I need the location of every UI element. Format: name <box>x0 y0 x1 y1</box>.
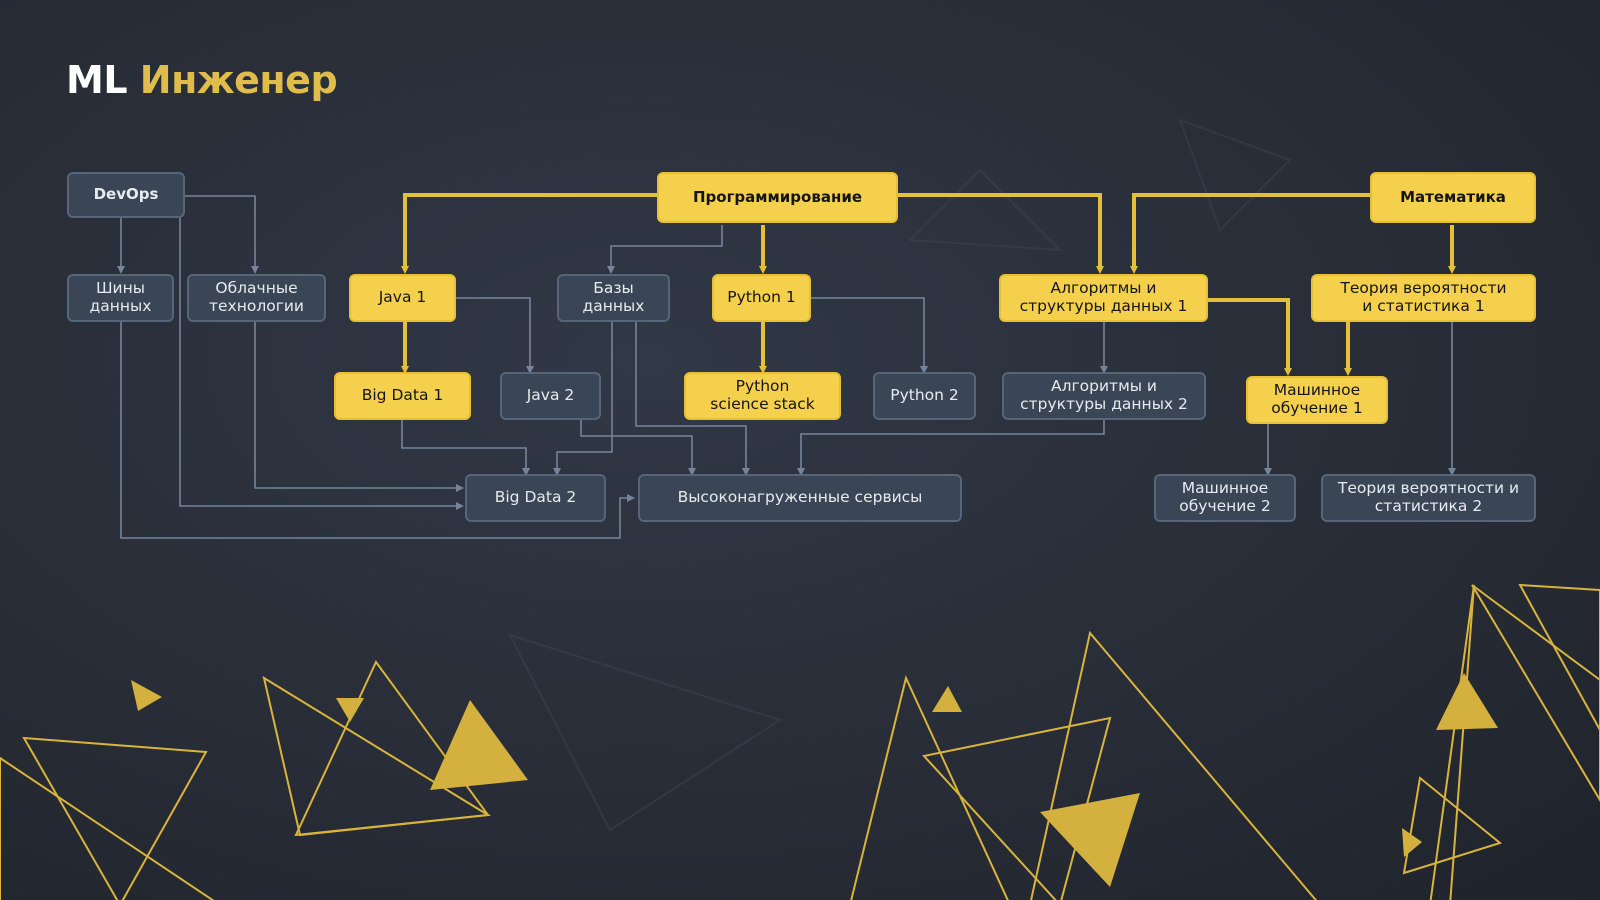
edge-algo1-ml1 <box>1208 298 1292 376</box>
grey-connectors <box>117 195 1456 539</box>
outline-triangle <box>1030 630 1318 900</box>
edge-programming-algo1 <box>896 193 1104 274</box>
node-data-buses[interactable]: Шины данных <box>67 274 174 322</box>
node-python-science-stack[interactable]: Python science stack <box>684 372 841 420</box>
edge-databases-bigdata2 <box>553 322 613 476</box>
node-cloud-technologies-label: Облачные технологии <box>208 279 305 315</box>
edge-shiny-highload <box>120 322 635 539</box>
yellow-connectors <box>401 193 1456 376</box>
node-python-science-stack-label: Python science stack <box>710 377 815 413</box>
node-algorithms-2[interactable]: Алгоритмы и структуры данных 2 <box>1002 372 1206 420</box>
node-probability-1[interactable]: Теория вероятности и статистика 1 <box>1311 274 1536 322</box>
node-big-data-2[interactable]: Big Data 2 <box>465 474 606 522</box>
node-programming[interactable]: Программирование <box>657 172 898 223</box>
edge-programming-java1 <box>401 193 659 274</box>
node-java-2[interactable]: Java 2 <box>500 372 601 420</box>
edge-bigdata1-bigdata2 <box>401 420 530 476</box>
edge-programming-databases <box>607 225 723 274</box>
gold-solid-triangles <box>131 673 1498 887</box>
edge-devops-cloud <box>184 195 259 274</box>
node-java-2-label: Java 2 <box>526 386 575 405</box>
solid-triangle <box>430 700 528 790</box>
edge-math-algo1 <box>1130 193 1370 274</box>
node-high-load-services-label: Высоконагруженные сервисы <box>677 488 923 507</box>
node-databases[interactable]: Базы данных <box>557 274 670 322</box>
node-machine-learning-1[interactable]: Машинное обучение 1 <box>1246 376 1388 424</box>
node-java-1-label: Java 1 <box>378 288 427 307</box>
node-python-2[interactable]: Python 2 <box>873 372 976 420</box>
solid-triangle <box>131 680 162 711</box>
node-devops-label: DevOps <box>93 185 159 204</box>
faint-triangle <box>508 633 783 832</box>
node-algorithms-2-label: Алгоритмы и структуры данных 2 <box>1020 377 1188 413</box>
solid-triangle <box>1402 828 1422 857</box>
node-big-data-1-label: Big Data 1 <box>361 386 444 405</box>
faint-triangle <box>907 168 1063 252</box>
outline-triangle <box>294 660 490 837</box>
node-probability-1-label: Теория вероятности и статистика 1 <box>1340 279 1507 315</box>
node-mathematics[interactable]: Математика <box>1370 172 1536 223</box>
outline-triangle <box>1429 584 1475 900</box>
outline-triangle <box>850 674 1009 900</box>
outline-triangle <box>0 756 215 900</box>
node-probability-2[interactable]: Теория вероятности и статистика 2 <box>1321 474 1536 522</box>
solid-triangle <box>336 698 364 722</box>
node-python-1[interactable]: Python 1 <box>712 274 811 322</box>
node-big-data-2-label: Big Data 2 <box>494 488 577 507</box>
edge-devops-bigdata2 <box>179 216 464 510</box>
edge-databases-highload <box>635 322 750 476</box>
node-programming-label: Программирование <box>692 187 863 206</box>
solid-triangle <box>1436 673 1498 730</box>
edge-java1-java2 <box>455 297 534 374</box>
title-prefix: ML <box>66 58 128 102</box>
node-algorithms-1[interactable]: Алгоритмы и структуры данных 1 <box>999 274 1208 322</box>
outline-triangle <box>22 736 208 900</box>
node-machine-learning-2-label: Машинное обучение 2 <box>1179 479 1271 515</box>
node-java-1[interactable]: Java 1 <box>349 274 456 322</box>
title-main: Инженер <box>139 58 338 102</box>
edge-cloud-bigdata2 <box>254 322 464 492</box>
node-databases-label: Базы данных <box>582 279 645 315</box>
node-high-load-services[interactable]: Высоконагруженные сервисы <box>638 474 962 522</box>
node-machine-learning-1-label: Машинное обучение 1 <box>1271 381 1363 417</box>
edge-algo2-highload <box>797 420 1105 476</box>
solid-triangle <box>932 686 962 712</box>
node-cloud-technologies[interactable]: Облачные технологии <box>187 274 326 322</box>
node-mathematics-label: Математика <box>1400 187 1506 206</box>
outline-triangle <box>1518 583 1600 731</box>
node-python-2-label: Python 2 <box>890 386 959 405</box>
outline-triangle <box>1402 776 1503 875</box>
edge-java2-highload <box>580 420 696 476</box>
node-machine-learning-2[interactable]: Машинное обучение 2 <box>1154 474 1296 522</box>
node-algorithms-1-label: Алгоритмы и структуры данных 1 <box>1019 279 1188 315</box>
outline-triangle <box>1471 584 1600 802</box>
node-data-buses-label: Шины данных <box>89 279 152 315</box>
gold-outline-triangles <box>0 583 1600 900</box>
node-devops[interactable]: DevOps <box>67 172 185 218</box>
node-probability-2-label: Теория вероятности и статистика 2 <box>1337 479 1520 515</box>
node-big-data-1[interactable]: Big Data 1 <box>334 372 471 420</box>
page-title: ML Инженер <box>66 58 338 102</box>
node-python-1-label: Python 1 <box>727 288 796 307</box>
edge-python1-python2 <box>810 297 928 374</box>
solid-triangle <box>1040 793 1140 887</box>
